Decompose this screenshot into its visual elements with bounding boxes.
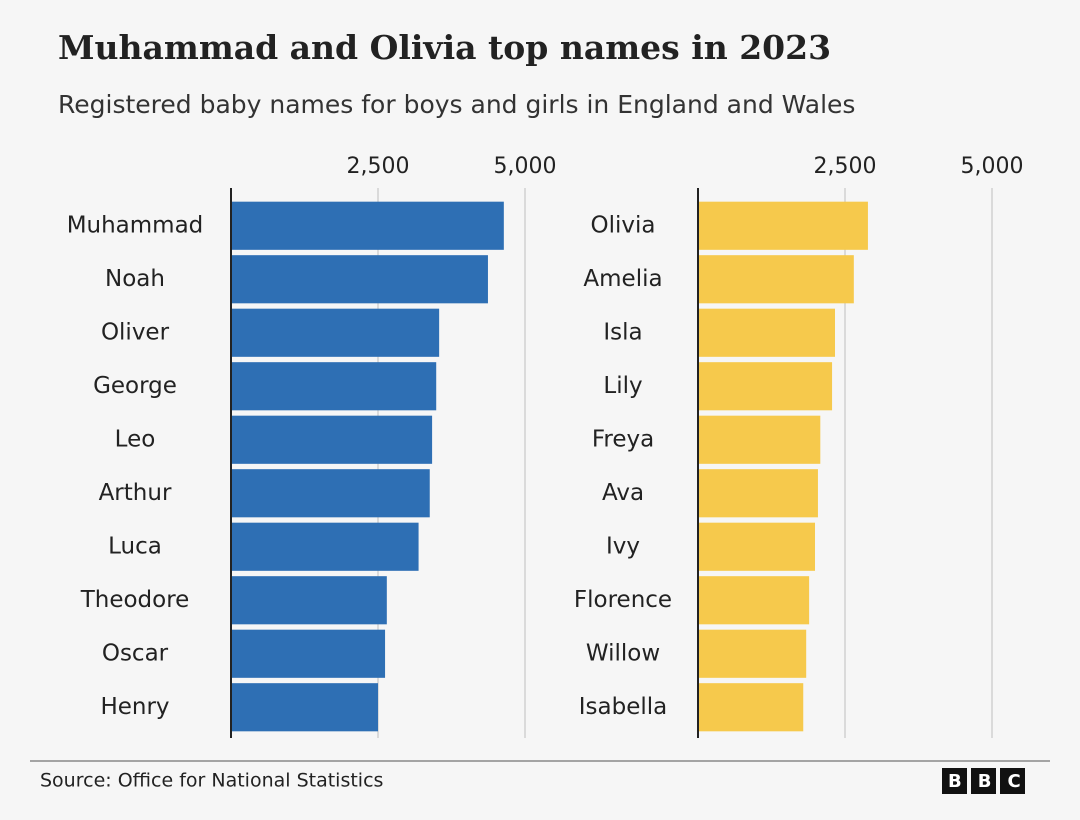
y-tick-label: Willow: [586, 640, 660, 666]
logo-box: [1000, 768, 1025, 794]
y-tick-label: Florence: [574, 587, 672, 613]
chart-subtitle: Registered baby names for boys and girls…: [58, 90, 855, 119]
x-tick-label: 2,500: [347, 154, 410, 179]
y-tick-label: Luca: [108, 533, 162, 559]
bar: [698, 629, 807, 678]
bar: [231, 201, 504, 250]
bar: [231, 576, 387, 625]
y-tick-label: Noah: [105, 266, 165, 292]
y-tick-label: Henry: [100, 694, 169, 720]
y-tick-label: Olivia: [591, 212, 656, 238]
bar: [698, 522, 816, 571]
logo-box: [971, 768, 996, 794]
bar: [698, 362, 833, 411]
y-tick-label: Amelia: [583, 266, 662, 292]
bar: [231, 255, 488, 304]
source: Source: Office for National Statistics: [40, 770, 383, 792]
bar: [231, 522, 419, 571]
y-tick-label: Isla: [603, 319, 642, 345]
bar: [698, 576, 810, 625]
y-tick-label: George: [93, 373, 177, 399]
y-tick-label: Isabella: [579, 694, 668, 720]
y-tick-label: Ivy: [606, 533, 640, 559]
bar: [698, 415, 821, 464]
y-tick-label: Lily: [603, 373, 642, 399]
bar: [698, 308, 836, 357]
bar: [231, 308, 440, 357]
bar: [231, 415, 433, 464]
bar: [231, 629, 386, 678]
y-tick-label: Theodore: [80, 587, 190, 613]
y-tick-label: Ava: [602, 480, 644, 506]
x-tick-label: 5,000: [494, 154, 557, 179]
y-tick-label: Leo: [115, 426, 156, 452]
x-tick-label: 2,500: [814, 154, 877, 179]
bar: [698, 683, 804, 732]
bar: [231, 683, 378, 732]
y-tick-label: Muhammad: [67, 212, 204, 238]
bar: [231, 469, 430, 518]
y-tick-label: Oscar: [102, 640, 169, 666]
bar: [698, 201, 868, 250]
y-tick-label: Freya: [592, 426, 654, 452]
y-tick-label: Arthur: [99, 480, 172, 506]
logo: BBC: [948, 771, 1037, 792]
logo-box: [942, 768, 967, 794]
bar: [698, 255, 854, 304]
y-tick-label: Oliver: [101, 319, 170, 345]
bar: [698, 469, 818, 518]
x-tick-label: 5,000: [961, 154, 1024, 179]
bar: [231, 362, 437, 411]
chart-title: Muhammad and Olivia top names in 2023: [58, 28, 831, 67]
